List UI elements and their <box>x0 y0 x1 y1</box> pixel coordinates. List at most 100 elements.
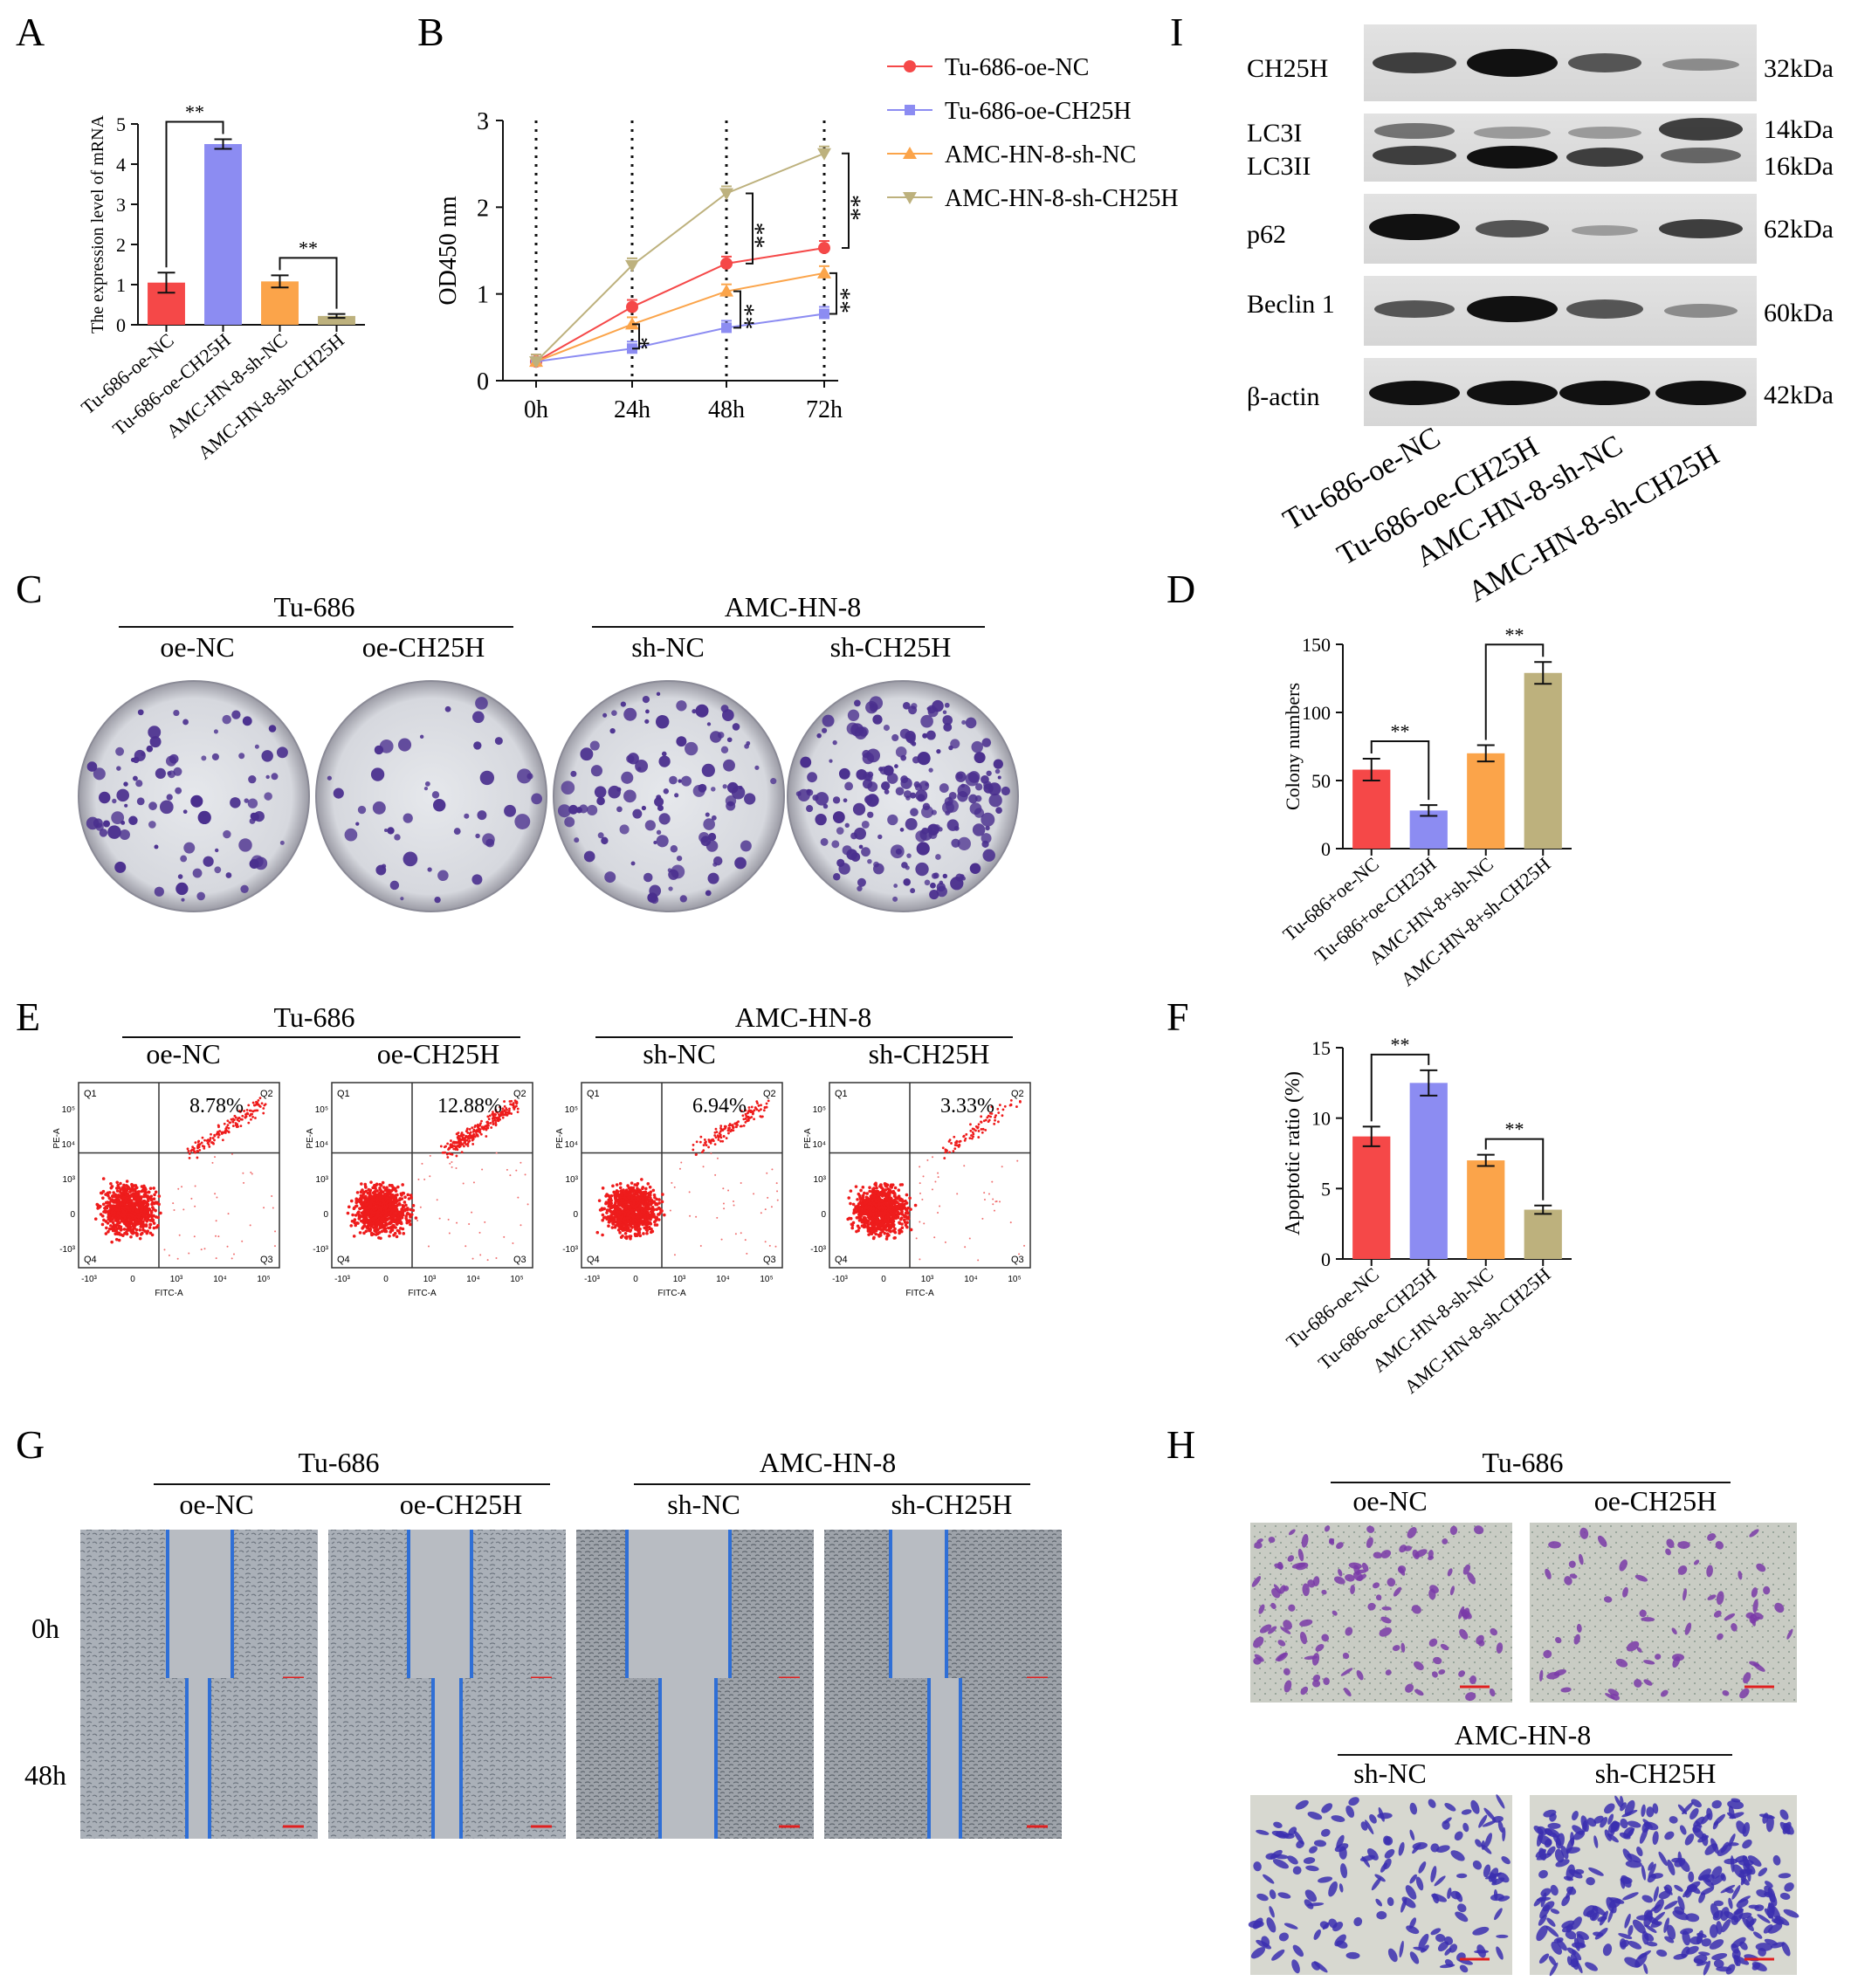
event-dot <box>149 1211 154 1214</box>
event-dot <box>381 1216 385 1221</box>
event-dot <box>107 1227 112 1231</box>
event-dot <box>643 1204 648 1208</box>
band <box>1467 49 1558 77</box>
colony <box>268 725 277 733</box>
band <box>1664 304 1738 318</box>
colony <box>355 822 360 826</box>
colony <box>526 773 533 780</box>
event-dot <box>624 1197 629 1201</box>
colony <box>136 797 145 806</box>
x-tick-label: 0 <box>130 1275 135 1284</box>
flow-panel: Tu-686 AMC-HN-8 oe-NC oe-CH25H sh-NC sh-… <box>52 1001 1031 1298</box>
event-dot <box>273 1245 276 1248</box>
event-dot <box>438 1217 441 1220</box>
event-dot <box>389 1228 393 1233</box>
colony <box>594 786 607 798</box>
significance-label: ** <box>739 304 767 330</box>
event-dot <box>909 1228 913 1232</box>
colony <box>899 828 905 832</box>
event-dot <box>851 1202 856 1207</box>
event-dot <box>130 1187 134 1192</box>
event-dot <box>129 1218 134 1222</box>
event-dot <box>251 1173 253 1175</box>
event-dot <box>436 1199 438 1201</box>
event-dot <box>501 1116 505 1119</box>
event-dot <box>353 1206 356 1210</box>
colony <box>619 824 630 835</box>
y-tick-label: 3 <box>477 108 489 135</box>
event-dot <box>446 1142 450 1145</box>
colony <box>137 709 144 716</box>
colony <box>894 764 898 768</box>
event-dot <box>188 1252 190 1255</box>
event-dot <box>152 1221 156 1225</box>
event-dot <box>374 1187 377 1191</box>
event-dot <box>644 1187 648 1191</box>
colony <box>656 835 669 848</box>
event-dot <box>882 1192 885 1195</box>
colony <box>264 792 272 801</box>
y-tick-label: -10³ <box>313 1245 328 1255</box>
colony <box>1001 786 1010 796</box>
event-dot <box>455 1154 458 1158</box>
event-dot <box>131 1229 135 1234</box>
event-dot <box>191 1145 195 1149</box>
event-dot <box>858 1194 862 1198</box>
event-dot <box>747 1118 750 1121</box>
colony <box>972 823 986 836</box>
event-dot <box>119 1202 123 1207</box>
event-dot <box>887 1198 891 1202</box>
event-dot <box>201 1136 204 1139</box>
event-dot <box>381 1211 384 1215</box>
colony <box>494 737 503 746</box>
event-dot <box>893 1201 897 1206</box>
event-dot <box>200 1141 203 1145</box>
event-dot <box>877 1202 881 1207</box>
event-dot <box>448 1152 451 1155</box>
event-dot <box>625 1216 630 1220</box>
significance-bracket <box>842 152 850 250</box>
significance-label: ** <box>1391 720 1410 742</box>
event-dot <box>607 1224 610 1228</box>
colony <box>915 862 929 877</box>
event-dot <box>383 1214 387 1218</box>
colony <box>271 773 279 781</box>
colony <box>431 791 440 799</box>
event-dot <box>229 1121 232 1125</box>
event-dot <box>192 1148 196 1152</box>
event-dot <box>395 1207 399 1211</box>
colony <box>685 741 698 756</box>
colony <box>155 767 166 779</box>
event-dot <box>860 1220 864 1224</box>
event-dot <box>624 1235 629 1239</box>
event-dot <box>695 1140 698 1144</box>
y-tick-label: 3 <box>116 194 126 216</box>
event-dot <box>93 1217 98 1221</box>
colony <box>895 746 907 758</box>
event-dot <box>467 1137 471 1140</box>
event-dot <box>362 1200 367 1204</box>
event-dot <box>526 1203 529 1206</box>
colony <box>130 757 135 762</box>
colony <box>643 872 653 883</box>
event-dot <box>150 1233 155 1237</box>
event-dot <box>464 1143 468 1146</box>
colony <box>658 755 671 767</box>
colony <box>865 700 878 714</box>
colony <box>911 703 918 710</box>
event-dot <box>215 1235 217 1237</box>
event-dot <box>365 1218 369 1221</box>
event-dot <box>492 1119 495 1122</box>
colony <box>921 805 934 818</box>
event-dot <box>154 1190 158 1194</box>
x-tick-label: 10⁴ <box>716 1275 729 1284</box>
significance-bracket <box>829 272 837 315</box>
event-dot <box>203 1147 206 1150</box>
colony <box>720 746 729 753</box>
event-dot <box>359 1190 363 1193</box>
event-dot <box>427 1245 430 1248</box>
event-dot <box>188 1156 191 1159</box>
event-dot <box>361 1226 364 1230</box>
event-dot <box>374 1193 378 1197</box>
